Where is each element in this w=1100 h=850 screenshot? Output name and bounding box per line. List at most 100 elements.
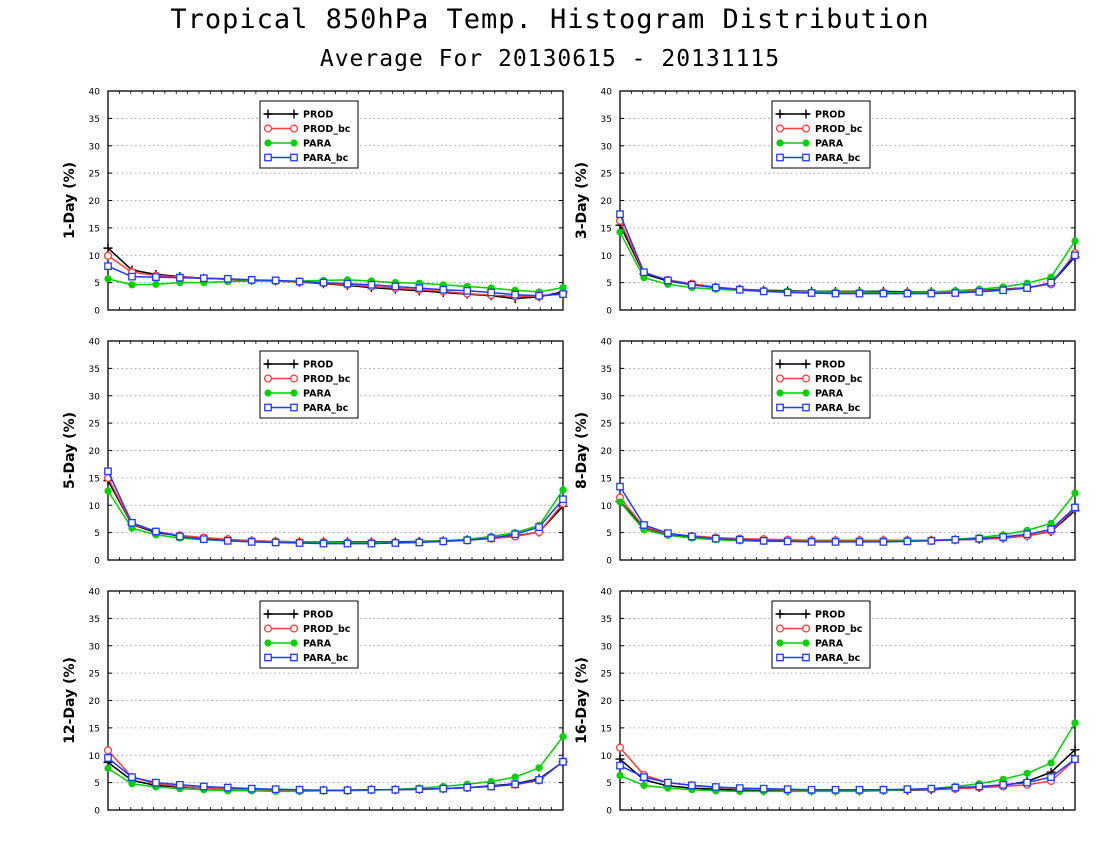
data-point xyxy=(271,785,280,794)
data-point xyxy=(391,539,400,547)
data-point xyxy=(831,538,840,546)
y-tick-label: 35 xyxy=(601,115,612,125)
series-PARA xyxy=(616,228,1079,297)
data-point xyxy=(783,785,792,794)
legend-marker xyxy=(290,153,298,162)
series-PARA_bc xyxy=(104,262,567,300)
panel-2: 0 5 10 15 20 25 30 35 40 3-Day (%) PROD PROD_bc PARA… xyxy=(574,88,1080,317)
data-point xyxy=(223,783,232,792)
data-point xyxy=(1047,759,1055,767)
data-point xyxy=(559,733,567,741)
legend-marker xyxy=(289,374,299,383)
legend-marker xyxy=(289,624,299,633)
data-point xyxy=(128,281,136,289)
data-point xyxy=(951,535,960,544)
data-point xyxy=(1071,719,1079,727)
data-point xyxy=(640,268,648,277)
data-point xyxy=(1071,237,1079,245)
y-axis-label: 5-Day (%) xyxy=(62,412,78,489)
legend-marker xyxy=(776,153,784,162)
series-PARA_bc xyxy=(104,467,567,548)
y-tick-label: 30 xyxy=(601,142,613,152)
legend-label: PROD xyxy=(815,610,845,621)
series-line xyxy=(619,758,1076,791)
legend-marker xyxy=(801,124,811,133)
legend-marker xyxy=(776,639,784,647)
data-point xyxy=(463,286,472,295)
legend-marker xyxy=(264,403,272,412)
legend-marker xyxy=(776,653,784,662)
data-point xyxy=(415,785,424,794)
legend-marker xyxy=(775,109,785,119)
y-tick-label: 35 xyxy=(89,615,100,625)
data-point xyxy=(271,276,280,285)
y-tick-label: 10 xyxy=(89,502,101,512)
y-tick-label: 40 xyxy=(89,88,101,98)
data-point xyxy=(879,785,888,794)
data-point xyxy=(951,783,960,792)
data-point xyxy=(128,773,136,782)
data-point xyxy=(559,290,567,298)
data-point xyxy=(664,778,672,787)
data-point xyxy=(1047,278,1055,287)
legend-label: PARA xyxy=(303,639,332,650)
legend-label: PROD_bc xyxy=(815,624,862,635)
data-point xyxy=(103,243,113,253)
legend-label: PROD_bc xyxy=(815,124,862,135)
legend-marker xyxy=(801,624,811,633)
data-point xyxy=(615,743,625,752)
series-PROD xyxy=(615,745,1080,796)
y-axis-label: 8-Day (%) xyxy=(574,412,590,489)
data-point xyxy=(616,771,624,780)
series-line xyxy=(619,722,1076,793)
data-point xyxy=(391,785,400,794)
data-point xyxy=(343,279,352,288)
legend: PROD PROD_bc PARA PARA_bc xyxy=(771,100,871,169)
y-tick-label: 40 xyxy=(89,588,101,598)
data-point xyxy=(855,289,864,298)
y-tick-label: 20 xyxy=(89,447,101,457)
data-point xyxy=(415,538,424,547)
data-point xyxy=(616,482,624,491)
data-point xyxy=(367,280,376,289)
data-point xyxy=(559,495,567,504)
y-tick-label: 40 xyxy=(601,588,613,598)
legend-marker xyxy=(290,403,298,412)
y-tick-label: 25 xyxy=(601,420,612,430)
legend-marker xyxy=(775,624,785,633)
series-line xyxy=(619,231,1076,294)
y-tick-label: 10 xyxy=(89,752,101,762)
legend-label: PARA xyxy=(303,139,332,150)
y-tick-label: 35 xyxy=(89,365,100,375)
y-tick-label: 0 xyxy=(94,307,100,317)
data-point xyxy=(295,785,304,794)
legend-label: PROD_bc xyxy=(303,624,350,635)
legend-marker xyxy=(263,124,273,133)
legend-marker xyxy=(776,389,784,397)
legend-marker xyxy=(290,639,298,647)
legend-label: PARA_bc xyxy=(303,403,348,414)
data-point xyxy=(535,523,543,532)
data-point xyxy=(783,288,792,297)
legend-marker xyxy=(264,653,272,662)
legend-label: PROD xyxy=(815,360,845,371)
y-tick-label: 20 xyxy=(89,197,101,207)
panel-4: 0 5 10 15 20 25 30 35 40 8-Day (%) PROD PROD_bc PARA… xyxy=(574,338,1080,567)
data-point xyxy=(999,286,1008,295)
data-point xyxy=(319,786,328,795)
legend-marker xyxy=(775,374,785,383)
y-tick-label: 40 xyxy=(601,338,613,348)
legend-marker xyxy=(264,153,272,162)
y-tick-label: 5 xyxy=(606,529,612,539)
data-point xyxy=(319,539,328,548)
y-tick-label: 40 xyxy=(89,338,101,348)
y-tick-label: 15 xyxy=(601,724,612,734)
y-tick-label: 0 xyxy=(606,807,612,817)
y-tick-label: 25 xyxy=(89,670,100,680)
series-PARA_bc xyxy=(616,755,1079,794)
y-tick-label: 5 xyxy=(606,779,612,789)
data-point xyxy=(271,538,280,547)
data-point xyxy=(367,785,376,794)
data-point xyxy=(664,529,672,538)
legend-label: PROD xyxy=(303,360,333,371)
